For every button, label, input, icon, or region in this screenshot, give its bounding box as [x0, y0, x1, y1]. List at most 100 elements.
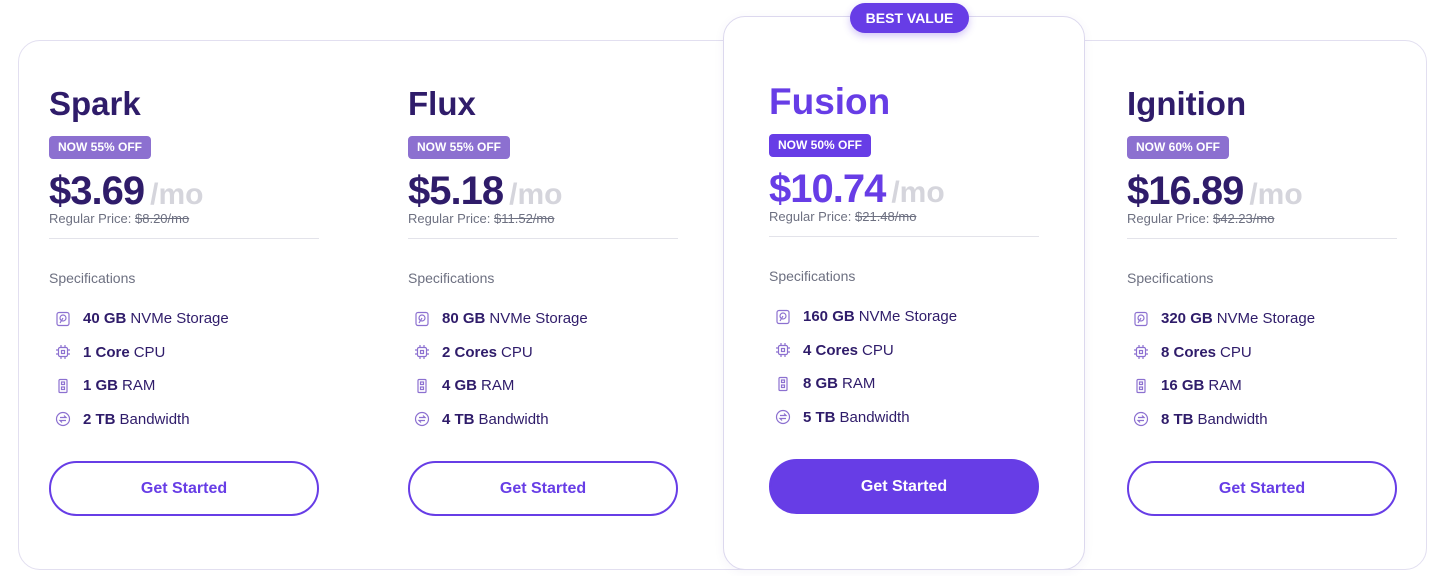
spec-label: NVMe Storage — [1216, 310, 1316, 328]
cpu-icon — [55, 344, 71, 360]
spec-list: 320 GB NVMe Storage 8 Cores CPU 16 GB RAM 8 TB… — [1127, 302, 1397, 436]
regular-price-value: $42.23/mo — [1213, 211, 1275, 226]
spec-item: 4 TB Bandwidth — [408, 403, 678, 437]
spec-value: 4 Cores — [803, 341, 859, 359]
bandwidth-icon — [1133, 411, 1149, 427]
plan-card-ignition: Ignition NOW 60% OFF $16.89 /mo Regular … — [1127, 84, 1397, 516]
regular-price: Regular Price: $42.23/mo — [1127, 211, 1397, 226]
regular-price-label: Regular Price: — [49, 211, 132, 226]
plan-name: Flux — [408, 85, 476, 122]
plan-card-spark: Spark NOW 55% OFF $3.69 /mo Regular Pric… — [49, 84, 319, 516]
price: $5.18 /mo — [408, 169, 678, 213]
cpu-icon — [414, 344, 430, 360]
get-started-button[interactable]: Get Started — [408, 461, 678, 516]
spec-value: 8 Cores — [1161, 343, 1217, 361]
spec-value: 5 TB — [803, 408, 836, 426]
spec-item: 2 TB Bandwidth — [49, 403, 319, 437]
spec-label: RAM — [122, 377, 156, 395]
spec-item: 40 GB NVMe Storage — [49, 302, 319, 336]
spec-value: 1 GB — [83, 377, 119, 395]
spec-label: Bandwidth — [839, 408, 910, 426]
plan-name: Fusion — [769, 81, 891, 122]
spec-label: Bandwidth — [478, 410, 549, 428]
specifications-heading: Specifications — [49, 270, 136, 286]
price: $3.69 /mo — [49, 169, 319, 213]
regular-price: Regular Price: $8.20/mo — [49, 211, 319, 226]
price-period: /mo — [509, 178, 563, 211]
spec-value: 1 Core — [83, 343, 130, 361]
price-period: /mo — [150, 178, 204, 211]
ram-icon — [414, 378, 430, 394]
price-period: /mo — [891, 176, 945, 209]
spec-value: 8 GB — [803, 375, 839, 393]
spec-value: 40 GB — [83, 310, 127, 328]
regular-price: Regular Price: $11.52/mo — [408, 211, 678, 226]
discount-badge: NOW 50% OFF — [769, 134, 872, 157]
spec-item: 160 GB NVMe Storage — [769, 300, 1039, 334]
divider — [49, 238, 319, 239]
price-period: /mo — [1249, 178, 1303, 211]
spec-item: 80 GB NVMe Storage — [408, 302, 678, 336]
specifications-heading: Specifications — [1127, 270, 1214, 286]
ram-icon — [55, 378, 71, 394]
discount-badge: NOW 55% OFF — [49, 136, 152, 159]
discount-badge: NOW 55% OFF — [408, 136, 511, 159]
price-amount: $10.74 — [769, 167, 886, 211]
price-amount: $3.69 — [49, 169, 145, 213]
get-started-button[interactable]: Get Started — [1127, 461, 1397, 516]
plan-card-fusion: Fusion NOW 50% OFF $10.74 /mo Regular Pr… — [769, 82, 1039, 514]
spec-item: 4 Cores CPU — [769, 334, 1039, 368]
price: $10.74 /mo — [769, 167, 1039, 211]
spec-value: 16 GB — [1161, 377, 1205, 395]
spec-label: CPU — [862, 341, 894, 359]
spec-value: 4 GB — [442, 377, 478, 395]
specifications-heading: Specifications — [408, 270, 495, 286]
spec-label: NVMe Storage — [489, 310, 588, 328]
spec-value: 2 TB — [83, 410, 116, 428]
cpu-icon — [775, 342, 791, 358]
spec-value: 160 GB — [803, 308, 855, 326]
get-started-button[interactable]: Get Started — [769, 459, 1039, 514]
regular-price-label: Regular Price: — [1127, 211, 1210, 226]
plan-name: Ignition — [1127, 85, 1247, 122]
regular-price-value: $11.52/mo — [494, 211, 555, 226]
regular-price-label: Regular Price: — [408, 211, 491, 226]
spec-value: 8 TB — [1161, 410, 1194, 428]
regular-price-label: Regular Price: — [769, 209, 852, 224]
spec-value: 2 Cores — [442, 343, 498, 361]
spec-item: 1 GB RAM — [49, 369, 319, 403]
cpu-icon — [1133, 344, 1149, 360]
plan-card-flux: Flux NOW 55% OFF $5.18 /mo Regular Price… — [408, 84, 678, 516]
spec-value: 80 GB — [442, 310, 486, 328]
divider — [408, 238, 678, 239]
spec-list: 160 GB NVMe Storage 4 Cores CPU 8 GB RAM 5 TB B… — [769, 300, 1039, 434]
specifications-heading: Specifications — [769, 268, 856, 284]
get-started-button[interactable]: Get Started — [49, 461, 319, 516]
storage-icon — [55, 311, 71, 327]
spec-item: 320 GB NVMe Storage — [1127, 302, 1397, 336]
ram-icon — [1133, 378, 1149, 394]
spec-label: CPU — [1220, 343, 1252, 361]
storage-icon — [414, 311, 430, 327]
price-amount: $5.18 — [408, 169, 504, 213]
spec-label: RAM — [842, 375, 876, 393]
spec-list: 40 GB NVMe Storage 1 Core CPU 1 GB RAM 2 TB Ban… — [49, 302, 319, 436]
spec-item: 8 GB RAM — [769, 367, 1039, 401]
storage-icon — [1133, 311, 1149, 327]
bandwidth-icon — [775, 409, 791, 425]
spec-item: 2 Cores CPU — [408, 336, 678, 370]
best-value-ribbon: BEST VALUE — [850, 3, 969, 33]
regular-price: Regular Price: $21.48/mo — [769, 209, 1039, 224]
discount-badge: NOW 60% OFF — [1127, 136, 1230, 159]
spec-item: 5 TB Bandwidth — [769, 401, 1039, 435]
ram-icon — [775, 376, 791, 392]
spec-item: 8 Cores CPU — [1127, 336, 1397, 370]
spec-label: RAM — [481, 377, 515, 395]
divider — [1127, 238, 1397, 239]
spec-label: CPU — [501, 343, 533, 361]
spec-label: NVMe Storage — [858, 308, 958, 326]
regular-price-value: $8.20/mo — [135, 211, 190, 226]
regular-price-value: $21.48/mo — [855, 209, 917, 224]
spec-value: 320 GB — [1161, 310, 1213, 328]
spec-label: Bandwidth — [1197, 410, 1268, 428]
